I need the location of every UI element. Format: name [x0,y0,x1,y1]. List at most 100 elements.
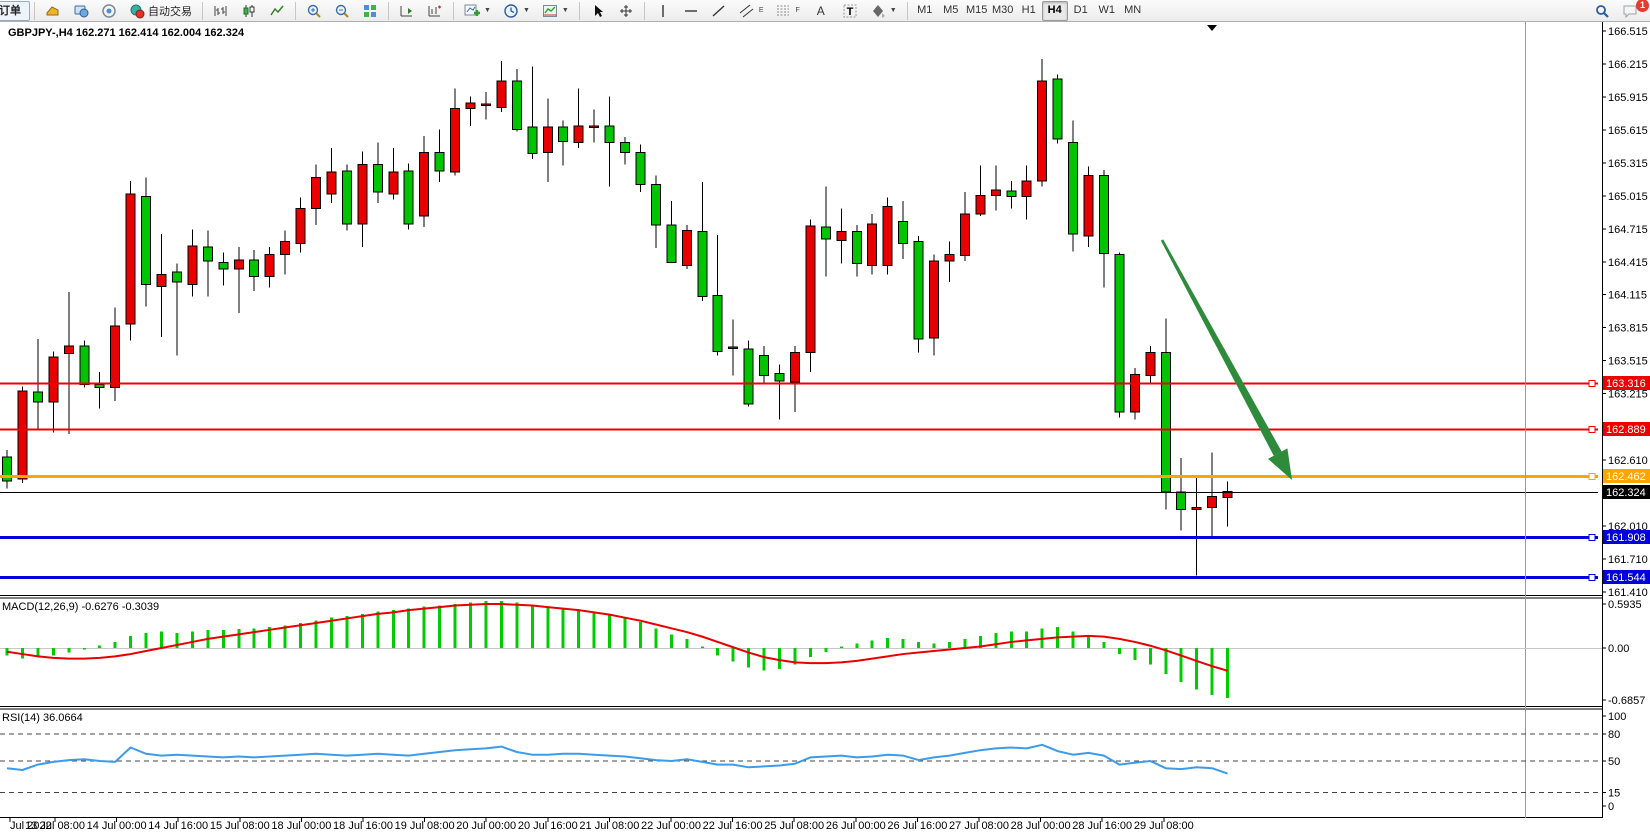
crosshair-icon [618,3,634,19]
fibonacci-tool-button[interactable]: F [769,1,805,21]
rsi-tick: 15 [1608,788,1620,800]
profiles-button[interactable] [67,1,95,21]
data-window-button[interactable] [95,1,123,21]
price-tick: 166.515 [1608,26,1648,38]
time-tick: 22 Jul 16:00 [703,820,763,832]
svg-text:T: T [846,6,853,18]
clock-icon [503,3,519,19]
cursor-tool-button[interactable] [584,1,612,21]
time-tick: 20 Jul 16:00 [518,820,578,832]
signal-icon [101,3,117,19]
chart-canvas[interactable]: 166.515 166.215 165.915 165.615 165.315 165.0… [0,22,1650,833]
timeframe-group: M1 M5 M15 M30 H1 H4 D1 W1 MN [912,0,1146,21]
price-tick: 162.610 [1608,455,1648,467]
price-tick: 163.815 [1608,323,1648,335]
templates-button[interactable]: ▼ [536,1,575,21]
timeframe-mn[interactable]: MN [1124,3,1142,16]
time-tick: 25 Jul 08:00 [764,820,824,832]
vertical-line-icon [655,3,671,19]
candlestick-mode-button[interactable] [235,1,263,21]
zoom-in-button[interactable] [300,1,328,21]
add-indicator-icon [464,3,480,19]
zoom-in-icon [306,3,322,19]
toolbar-separator [578,1,580,20]
timeframe-m15[interactable]: M15 [966,3,988,16]
time-tick: 28 Jul 16:00 [1072,820,1132,832]
templates-dropdown-arrow[interactable]: ▼ [561,7,569,14]
timeframe-h4[interactable]: H4 [1041,0,1068,21]
timeframe-m30[interactable]: M30 [992,3,1014,16]
rsi-line [6,743,1228,775]
time-tick: Jul 2022 [10,820,52,832]
price-tick: 163.515 [1608,356,1648,368]
price-tick: 165.915 [1608,92,1648,104]
timeframe-w1[interactable]: W1 [1098,3,1115,16]
search-button[interactable] [1588,1,1616,21]
trend-arrow-head[interactable] [1268,448,1292,480]
time-tick: 13 Jul 08:00 [25,820,85,832]
line-chart-mode-button[interactable] [263,1,291,21]
bar-chart-mode-button[interactable] [207,1,235,21]
price-tick: 164.115 [1608,290,1647,302]
trend-arrow-shaft[interactable] [1160,239,1282,456]
time-tick: 14 Jul 00:00 [87,820,147,832]
indicators-button[interactable]: ▼ [458,1,497,21]
new-order-button[interactable]: 订单 [0,0,30,21]
chart-area[interactable]: 166.515 166.215 165.915 165.615 165.315 165.0… [0,22,1650,833]
macd-tick: 0.00 [1608,643,1629,655]
text-label-icon: T [842,3,858,19]
toolbar-separator [295,1,296,20]
toolbar-right-group: 1 [1588,0,1650,21]
toolbar-separator [643,1,645,20]
price-label-box [1603,570,1650,584]
price-tick: 164.415 [1608,257,1648,269]
shapes-dropdown-arrow[interactable]: ▼ [889,7,897,14]
time-tick: 20 Jul 00:00 [456,820,516,832]
trendline-icon [711,3,727,19]
strategy-tester-button[interactable] [393,1,421,21]
price-tick: 165.315 [1608,158,1648,170]
toolbar-separator [202,1,203,20]
timeframe-d1[interactable]: D1 [1073,3,1088,16]
periods-button[interactable]: ▼ [497,1,536,21]
macd-tick: -0.6857 [1608,695,1645,707]
indicators-dropdown-arrow[interactable]: ▼ [484,7,491,14]
time-tick: 15 Jul 08:00 [210,820,270,832]
time-tick: 21 Jul 08:00 [579,820,639,832]
depth-of-market-button[interactable] [421,1,449,21]
hline-tool-button[interactable] [677,1,705,21]
price-label: 162.462 [1606,471,1646,483]
price-tick: 165.015 [1608,191,1648,203]
text-tool-button[interactable]: A [806,1,836,21]
timeframe-m1[interactable]: M1 [917,3,933,16]
time-tick: 29 Jul 08:00 [1134,820,1194,832]
chart-window-button[interactable] [39,1,67,21]
time-tick: 18 Jul 00:00 [271,820,331,832]
zoom-out-icon [334,3,350,19]
dom-icon [427,3,443,19]
text-label-tool-button[interactable]: T [836,1,864,21]
time-tick: 28 Jul 00:00 [1011,820,1071,832]
channel-tool-button[interactable]: E [733,1,770,21]
line-chart-icon [269,3,285,19]
trendline-tool-button[interactable] [705,1,733,21]
notifications-button[interactable]: 1 [1616,0,1649,21]
fibonacci-sub-label: F [795,7,800,14]
auto-trading-button[interactable]: 自动交易 [123,1,198,21]
timeframe-h1[interactable]: H1 [1021,3,1036,16]
crosshair-tool-button[interactable] [612,1,640,21]
toolbar-separator [453,1,454,20]
tile-windows-button[interactable] [356,1,384,21]
zoom-out-button[interactable] [328,1,356,21]
price-label: 161.544 [1606,572,1646,584]
price-label: 161.908 [1606,532,1646,544]
main-toolbar: 订单 自动交易 [0,0,1650,22]
periods-dropdown-arrow[interactable]: ▼ [522,7,530,14]
timeframe-m5[interactable]: M5 [943,3,959,16]
bar-chart-icon [213,3,229,19]
time-tick: 27 Jul 08:00 [949,820,1009,832]
vline-tool-button[interactable] [649,1,677,21]
price-tick: 161.410 [1608,587,1648,599]
shapes-tool-button[interactable]: ▼ [864,1,903,21]
